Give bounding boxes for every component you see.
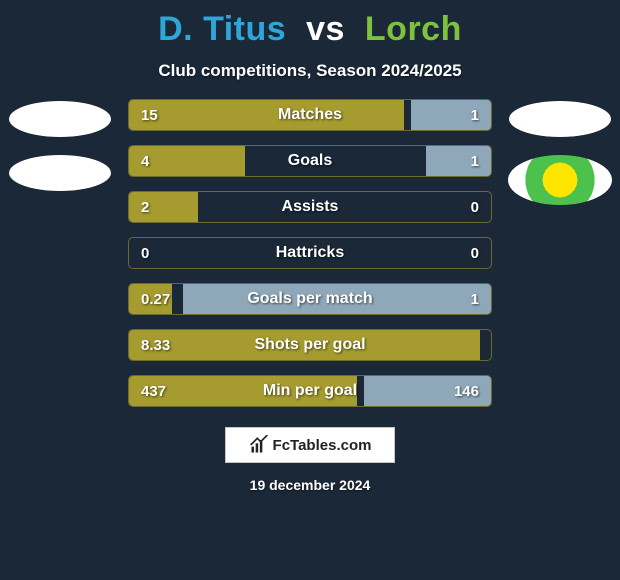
stat-row: 0Hattricks0 — [128, 237, 492, 269]
chart-icon — [249, 435, 269, 455]
stat-value-right: 1 — [471, 100, 479, 130]
comparison-card: D. Titus vs Lorch Club competitions, Sea… — [0, 0, 620, 580]
stat-value-right: 1 — [471, 146, 479, 176]
player1-name: D. Titus — [158, 10, 286, 48]
vs-label: vs — [306, 10, 345, 48]
stat-label: Shots per goal — [129, 330, 491, 360]
stat-row: 15Matches1 — [128, 99, 492, 131]
footer-logo-text: FcTables.com — [273, 437, 372, 454]
page-title: D. Titus vs Lorch — [158, 10, 462, 49]
stat-label: Goals — [129, 146, 491, 176]
stat-row: 0.27Goals per match1 — [128, 283, 492, 315]
subtitle: Club competitions, Season 2024/2025 — [158, 61, 461, 81]
stat-label: Min per goal — [129, 376, 491, 406]
stat-value-right: 0 — [471, 238, 479, 268]
stat-value-right: 146 — [454, 376, 479, 406]
stat-label: Hattricks — [129, 238, 491, 268]
stat-label: Assists — [129, 192, 491, 222]
stat-row: 437Min per goal146 — [128, 375, 492, 407]
player2-name: Lorch — [365, 10, 462, 48]
player2-club-badge — [508, 155, 612, 205]
right-badges-col — [500, 99, 620, 223]
footer-date: 19 december 2024 — [250, 477, 371, 493]
stat-value-right: 1 — [471, 284, 479, 314]
player1-club-badge — [9, 155, 111, 191]
content-row: 15Matches14Goals12Assists00Hattricks00.2… — [0, 99, 620, 407]
fctables-logo: FcTables.com — [225, 427, 395, 463]
player2-photo-placeholder — [509, 101, 611, 137]
stat-label: Goals per match — [129, 284, 491, 314]
stat-row: 8.33Shots per goal — [128, 329, 492, 361]
player1-photo-placeholder — [9, 101, 111, 137]
left-badges-col — [0, 99, 120, 209]
stat-row: 4Goals1 — [128, 145, 492, 177]
stat-value-right: 0 — [471, 192, 479, 222]
stats-column: 15Matches14Goals12Assists00Hattricks00.2… — [120, 99, 500, 407]
stat-row: 2Assists0 — [128, 191, 492, 223]
stat-label: Matches — [129, 100, 491, 130]
